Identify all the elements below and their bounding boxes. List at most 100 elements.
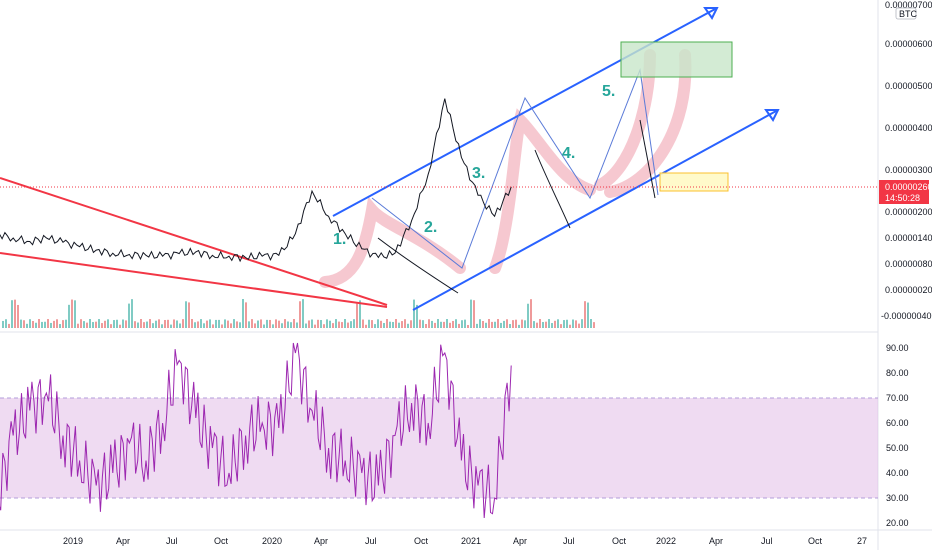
volume-bar xyxy=(173,319,175,328)
time-tick-8: 2021 xyxy=(461,536,481,546)
volume-bar xyxy=(101,323,103,328)
price-axis[interactable]: 0.00000700 BTC 0.00000600 0.00000500 0.0… xyxy=(879,0,932,321)
time-tick-10: Jul xyxy=(563,536,575,546)
volume-bar xyxy=(365,324,367,328)
countdown: 14:50:28 xyxy=(885,193,920,203)
volume-bar xyxy=(581,319,583,328)
volume-bar xyxy=(368,319,370,328)
volume-bar xyxy=(116,319,118,328)
volume-bar xyxy=(335,319,337,328)
time-axis[interactable]: 2019 Apr Jul Oct 2020 Apr Jul Oct 2021 A… xyxy=(63,536,867,546)
volume-bar xyxy=(32,321,34,328)
volume-bar xyxy=(347,322,349,328)
currency-badge[interactable] xyxy=(895,7,917,20)
volume-bar xyxy=(449,322,451,328)
volume-bar xyxy=(221,324,223,328)
volume-bar xyxy=(557,319,559,328)
volume-bar xyxy=(206,320,208,328)
last-price-badge xyxy=(879,180,929,204)
volume-bar xyxy=(218,319,220,328)
volume-bar xyxy=(398,322,400,328)
volume-bar xyxy=(419,319,421,328)
volume-bar xyxy=(497,319,499,328)
channel-lower-line[interactable] xyxy=(412,109,779,311)
rsi-axis[interactable]: 90.00 80.00 70.00 60.00 50.00 40.00 30.0… xyxy=(886,343,909,528)
volume-bar xyxy=(8,323,10,328)
time-tick-16: 27 xyxy=(857,536,867,546)
volume-bar xyxy=(299,301,301,328)
time-tick-11: Oct xyxy=(612,536,627,546)
volume-bar xyxy=(185,301,187,328)
volume-bar xyxy=(98,319,100,328)
wave-projection xyxy=(371,68,659,269)
volume-bar xyxy=(38,319,40,328)
time-tick-3: Oct xyxy=(214,536,229,546)
price-tick-5: 0.00000200 xyxy=(885,207,932,217)
volume-bar xyxy=(569,324,571,328)
volume-bar xyxy=(302,299,304,328)
volume-bar xyxy=(356,303,358,328)
volume-bar xyxy=(473,300,475,328)
price-tick-1: 0.00000600 xyxy=(885,39,932,49)
time-tick-4: 2020 xyxy=(262,536,282,546)
volume-bar xyxy=(35,322,37,328)
price-pane[interactable]: 1. 2. 3. 4. 5. xyxy=(0,7,878,328)
volume-bar xyxy=(92,322,94,328)
volume-bar xyxy=(224,319,226,328)
rsi-tick-4: 50.00 xyxy=(886,443,909,453)
volume-bar xyxy=(413,299,415,328)
volume-bar xyxy=(389,321,391,328)
volume-bar xyxy=(182,319,184,328)
price-tick-8: 0.00000020 xyxy=(885,285,932,295)
volume-bar xyxy=(518,324,520,328)
volume-bar xyxy=(383,323,385,328)
volume-bar xyxy=(119,324,121,328)
volume-bar xyxy=(269,319,271,328)
volume-bar xyxy=(371,320,373,328)
rsi-line xyxy=(0,342,512,519)
volume-bar xyxy=(263,324,265,328)
rsi-band xyxy=(0,398,878,498)
volume-bar xyxy=(443,321,445,328)
volume-bar xyxy=(47,319,49,328)
volume-bar xyxy=(83,321,85,328)
volume-bar xyxy=(104,320,106,328)
volume-bar xyxy=(134,321,136,328)
volume-bar xyxy=(548,319,550,328)
wedge-upper-line[interactable] xyxy=(0,177,388,306)
volume-bar xyxy=(386,319,388,328)
target-box[interactable] xyxy=(620,41,733,78)
volume-bar xyxy=(152,323,154,328)
rsi-pane[interactable] xyxy=(0,342,878,519)
price-tick-3: 0.00000400 xyxy=(885,123,932,133)
volume-bar xyxy=(488,319,490,328)
volume-bar xyxy=(239,322,241,328)
volume-bar xyxy=(200,319,202,328)
volume-bar xyxy=(50,322,52,328)
volume-bar xyxy=(284,319,286,328)
volume-bar xyxy=(209,319,211,328)
time-tick-0: 2019 xyxy=(63,536,83,546)
volume-bar xyxy=(554,320,556,328)
volume-bar xyxy=(155,320,157,328)
volume-bar xyxy=(587,302,589,328)
volume-bar xyxy=(479,319,481,328)
volume-bar xyxy=(266,319,268,328)
volume-bar xyxy=(437,319,439,328)
volume-bar xyxy=(500,322,502,328)
volume-bar xyxy=(287,321,289,328)
volume-bar xyxy=(545,321,547,328)
volume-bar xyxy=(407,323,409,328)
volume-bar xyxy=(95,321,97,328)
volume-bar xyxy=(353,319,355,328)
wedge-lower-line[interactable] xyxy=(0,252,388,308)
price-tick-9: -0.00000040 xyxy=(881,311,932,321)
rsi-tick-2: 70.00 xyxy=(886,393,909,403)
volume-bar xyxy=(341,322,343,328)
volume-bar xyxy=(311,319,313,328)
volume-bar xyxy=(425,323,427,328)
volume-bar xyxy=(455,319,457,328)
volume-bar xyxy=(482,320,484,328)
yellow-zone[interactable] xyxy=(659,172,729,192)
